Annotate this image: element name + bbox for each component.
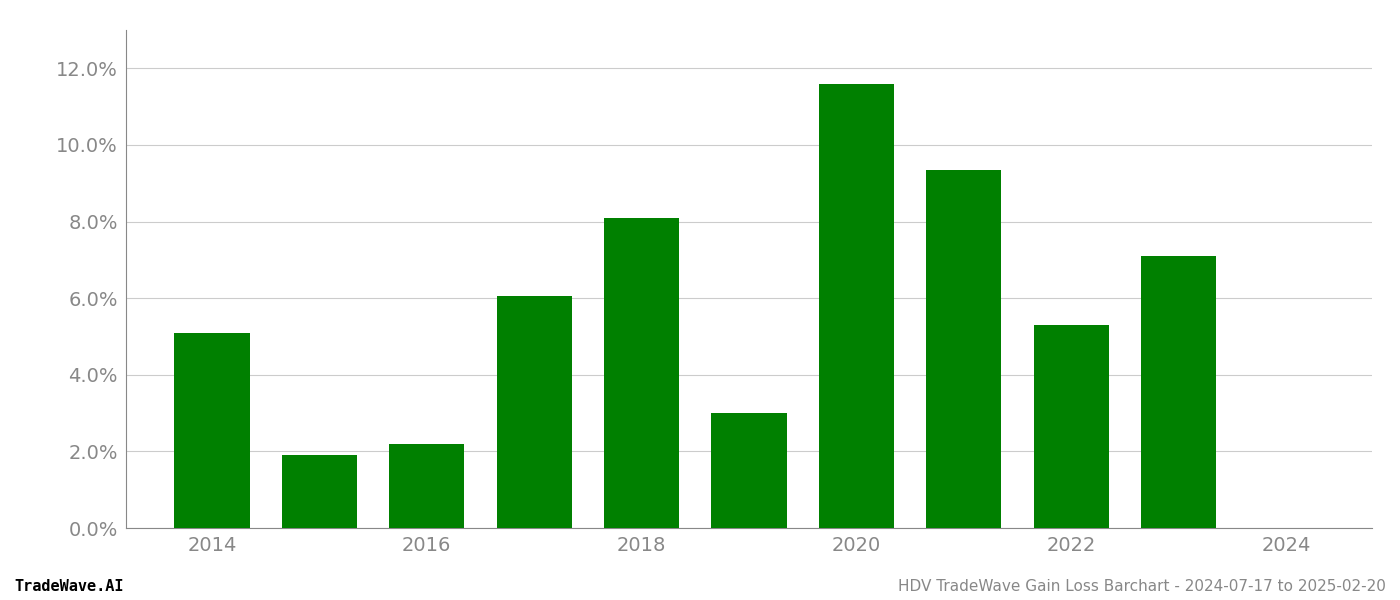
Bar — [281, 455, 357, 528]
Bar — [1033, 325, 1109, 528]
Bar — [1141, 256, 1217, 528]
Bar — [175, 332, 249, 528]
Bar — [819, 83, 895, 528]
Bar — [927, 170, 1001, 528]
Bar — [389, 444, 465, 528]
Bar — [603, 218, 679, 528]
Bar — [711, 413, 787, 528]
Text: HDV TradeWave Gain Loss Barchart - 2024-07-17 to 2025-02-20: HDV TradeWave Gain Loss Barchart - 2024-… — [899, 579, 1386, 594]
Bar — [497, 296, 571, 528]
Text: TradeWave.AI: TradeWave.AI — [14, 579, 123, 594]
